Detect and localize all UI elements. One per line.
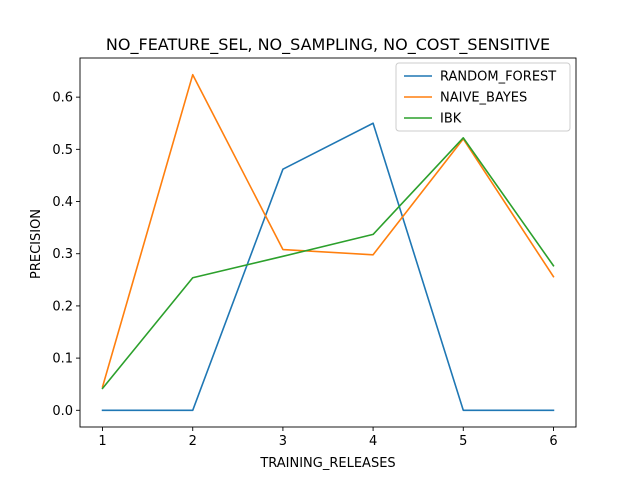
x-tick-label: 1 — [98, 434, 106, 449]
x-axis-label: TRAINING_RELEASES — [259, 456, 395, 471]
legend: RANDOM_FOREST NAIVE_BAYES IBK — [395, 62, 571, 132]
x-tick-label: 4 — [369, 434, 377, 449]
series-line-naive-bayes — [101, 73, 555, 388]
y-tick-label: 0.4 — [52, 195, 73, 210]
legend-label: IBK — [440, 112, 462, 127]
legend-label: RANDOM_FOREST — [440, 70, 556, 85]
y-tick-label: 0.5 — [52, 143, 73, 158]
y-tick-label: 0.0 — [52, 404, 73, 419]
chart-title: NO_FEATURE_SEL, NO_SAMPLING, NO_COST_SEN… — [106, 35, 550, 55]
legend-label: NAIVE_BAYES — [440, 91, 527, 106]
x-tick-label: 6 — [549, 434, 557, 449]
series-line-random-forest — [101, 122, 555, 412]
plot-area: 1 2 3 4 5 6 0.0 0.1 0.2 0.3 0.4 0.5 0.6 — [52, 57, 577, 449]
y-tick-label: 0.3 — [52, 247, 73, 262]
y-tick-label: 0.1 — [52, 352, 73, 367]
series-line-ibk — [101, 137, 555, 390]
axes-frame — [79, 57, 577, 428]
x-tick-label: 2 — [189, 434, 197, 449]
y-tick-label: 0.2 — [52, 299, 73, 314]
x-tick-label: 5 — [459, 434, 467, 449]
y-tick-label: 0.6 — [52, 91, 73, 106]
x-tick-label: 3 — [279, 434, 287, 449]
legend-box — [395, 62, 571, 132]
y-axis-label: PRECISION — [29, 209, 44, 279]
